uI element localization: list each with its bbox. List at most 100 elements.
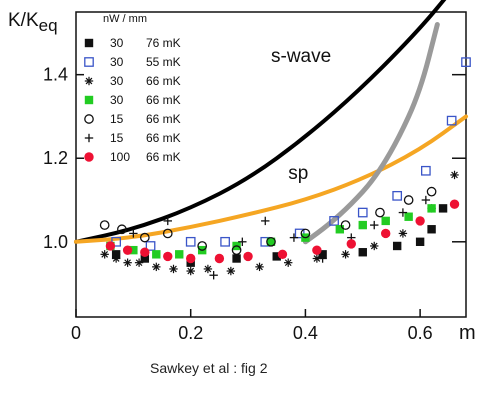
curve-grey-data <box>302 22 440 245</box>
legend-marker <box>84 57 94 67</box>
legend-power: 30 <box>110 36 124 50</box>
data-point <box>197 241 208 251</box>
data-point <box>100 250 109 259</box>
data-point <box>381 216 390 226</box>
data-point <box>289 233 299 242</box>
data-point <box>122 245 133 255</box>
data-point <box>449 199 460 209</box>
x-tick-label: 0.6 <box>408 323 433 343</box>
legend-marker <box>84 133 94 143</box>
legend-temp: 66 mK <box>146 74 181 88</box>
legend-temp: 66 mK <box>146 112 181 126</box>
data-point <box>152 250 161 259</box>
data-point <box>421 165 431 176</box>
data-point <box>185 236 196 247</box>
data-point <box>209 271 218 280</box>
data-point <box>392 190 403 201</box>
chart-curves: s-wave sp <box>74 0 468 245</box>
data-point <box>300 228 311 239</box>
data-point <box>266 237 276 246</box>
data-point <box>446 115 457 126</box>
data-point <box>214 253 225 264</box>
data-point <box>123 258 132 267</box>
data-point <box>392 241 402 251</box>
legend-temp: 76 mK <box>146 36 181 50</box>
x-axis-unit-label: m <box>459 322 476 344</box>
data-point <box>415 216 425 226</box>
data-point <box>357 207 368 218</box>
data-point <box>427 225 436 234</box>
data-point <box>358 220 367 230</box>
data-point <box>139 232 150 243</box>
curve-s-wave <box>74 0 447 244</box>
data-point <box>277 249 288 260</box>
x-tick-label: 0.2 <box>178 323 203 343</box>
legend-marker <box>84 95 94 105</box>
data-point <box>312 245 322 255</box>
data-point <box>461 57 471 67</box>
data-point <box>415 237 425 246</box>
data-point <box>105 241 116 251</box>
chart-points <box>99 57 471 280</box>
data-point <box>169 264 178 274</box>
data-point <box>438 204 448 213</box>
data-point <box>341 250 350 259</box>
legend-marker <box>84 114 94 124</box>
data-point <box>335 225 345 234</box>
data-point <box>163 251 173 262</box>
data-point <box>318 254 327 263</box>
data-point <box>421 195 431 205</box>
legend-power: 15 <box>110 112 124 126</box>
x-tick-label: 0.4 <box>293 323 318 343</box>
legend-power: 30 <box>110 74 124 88</box>
data-point <box>329 216 339 226</box>
y-axis-label-sub: eq <box>39 16 58 35</box>
plot-area <box>75 11 467 318</box>
y-axis-label: K/Keq <box>8 10 58 35</box>
data-point <box>175 250 184 259</box>
legend-temp: 66 mK <box>146 150 181 164</box>
data-point <box>129 229 138 238</box>
data-point <box>427 204 436 213</box>
legend-temp: 66 mK <box>146 131 181 145</box>
curve-sp <box>74 114 468 244</box>
data-point <box>404 212 413 221</box>
y-tick-label: 1.0 <box>43 232 68 252</box>
curve-label: s-wave <box>271 46 331 67</box>
data-point <box>255 262 264 272</box>
data-point <box>220 236 230 247</box>
data-point <box>152 262 161 272</box>
legend-power: 30 <box>110 55 124 69</box>
legend-marker <box>84 76 94 86</box>
data-point <box>145 241 156 251</box>
data-point <box>203 264 213 274</box>
data-point <box>370 241 379 251</box>
legend-power: 15 <box>110 131 124 145</box>
data-point <box>186 253 196 264</box>
data-point <box>266 236 276 247</box>
data-point <box>117 224 127 235</box>
curve-label: sp <box>288 163 308 184</box>
data-point <box>370 220 379 230</box>
data-point <box>261 216 270 226</box>
legend-power: 100 <box>110 150 130 164</box>
data-point <box>375 207 385 218</box>
data-point <box>426 186 437 197</box>
data-point <box>346 239 356 249</box>
data-point <box>162 228 173 239</box>
data-point <box>163 216 172 226</box>
data-point <box>111 254 121 263</box>
data-point <box>140 254 150 263</box>
data-point <box>232 254 241 263</box>
data-point <box>272 252 281 261</box>
data-point <box>140 247 150 257</box>
x-tick-label: 0 <box>71 323 81 343</box>
figure-caption: Sawkey et al : fig 2 <box>150 360 268 376</box>
legend-temp: 66 mK <box>146 93 181 107</box>
data-point <box>381 228 391 239</box>
y-axis-label-main: K/K <box>8 10 39 31</box>
legend-header: nW / mm <box>103 13 147 25</box>
data-point <box>134 258 144 267</box>
data-point <box>243 251 253 262</box>
